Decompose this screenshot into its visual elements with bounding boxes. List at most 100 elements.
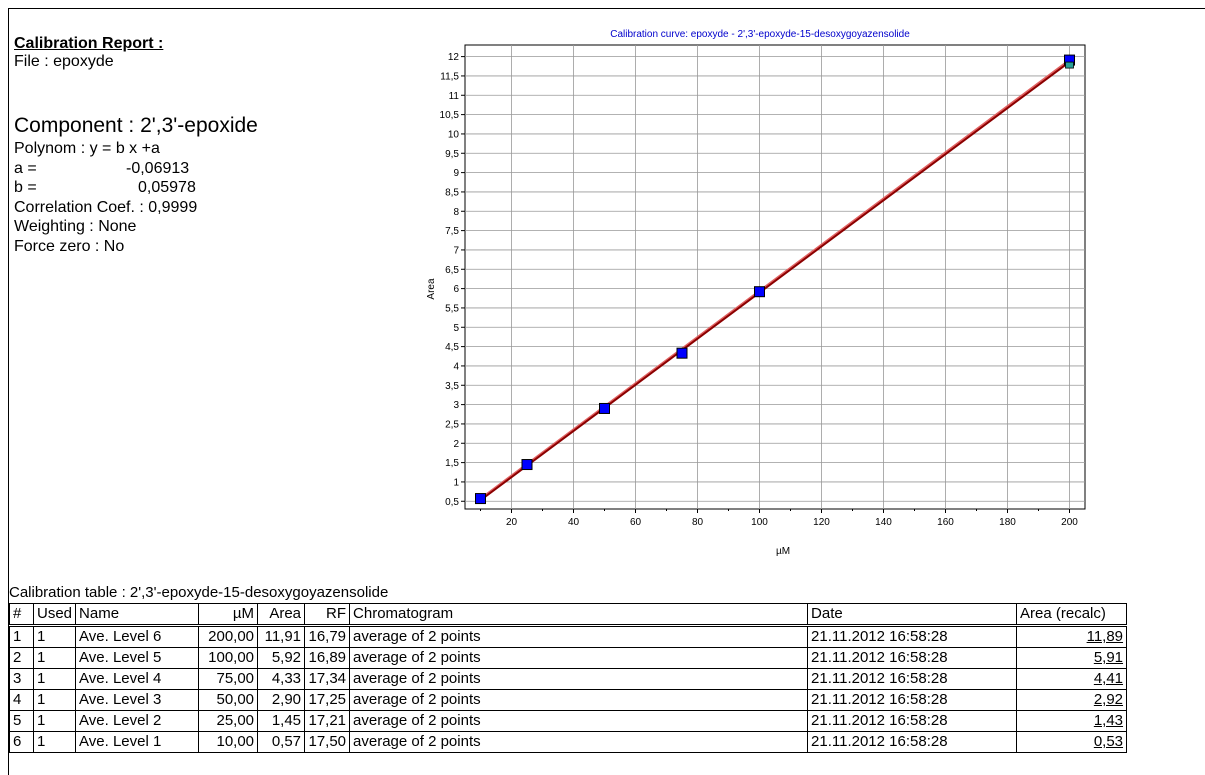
a-label: a = xyxy=(14,159,37,177)
row-chromatogram: average of 2 points xyxy=(349,689,809,711)
x-tick-label: 180 xyxy=(999,517,1016,528)
row-rf: 17,50 xyxy=(304,731,351,753)
weighting-row: Weighting : None xyxy=(14,217,197,237)
y-tick-label: 7 xyxy=(453,245,459,256)
row-area: 1,45 xyxy=(257,710,306,732)
row-chromatogram: average of 2 points xyxy=(349,731,809,753)
y-tick-label: 8 xyxy=(453,207,459,218)
row-rf: 17,25 xyxy=(304,689,351,711)
y-tick-label: 4,5 xyxy=(445,342,459,353)
row-number: 1 xyxy=(9,624,34,648)
x-tick-label: 40 xyxy=(568,517,580,528)
row-chromatogram: average of 2 points xyxy=(349,668,809,690)
b-label: b = xyxy=(14,179,37,196)
col-chromatogram: Chromatogram xyxy=(349,603,809,626)
row-um: 10,00 xyxy=(198,731,259,753)
report-header: Calibration Report : File : epoxyde xyxy=(14,35,163,71)
x-tick-label: 200 xyxy=(1061,517,1078,528)
data-point xyxy=(475,493,486,505)
polynom-row: Polynom : y = b x +a xyxy=(14,139,197,159)
row-um: 100,00 xyxy=(198,647,259,669)
row-area-recalc: 5,91 xyxy=(1016,647,1128,669)
data-points xyxy=(475,54,1075,505)
polynom: Polynom : y = b x +a xyxy=(14,140,160,157)
force-zero: Force zero : No xyxy=(14,237,125,255)
row-number: 3 xyxy=(9,668,34,690)
x-axis-label: µM xyxy=(776,546,790,557)
b-row: b = 0,05978 xyxy=(14,178,197,198)
y-tick-label: 11 xyxy=(449,91,460,102)
table-row: 4 1 Ave. Level 3 50,00 2,90 17,25 average of 2… xyxy=(9,689,1128,711)
col-date: Date xyxy=(807,603,1018,626)
row-area: 2,90 xyxy=(257,689,306,711)
correlation: Correlation Coef. : 0,9999 xyxy=(14,198,198,216)
y-tick-label: 9 xyxy=(453,168,459,179)
row-rf: 17,21 xyxy=(304,710,351,732)
y-tick-label: 10,5 xyxy=(440,110,460,121)
fit-line-upper xyxy=(479,56,1075,500)
y-tick-label: 6,5 xyxy=(445,265,459,276)
table-row: 6 1 Ave. Level 1 10,00 0,57 17,50 average of 2… xyxy=(9,731,1128,753)
x-tick-label: 80 xyxy=(692,517,704,528)
report-title: Calibration Report : xyxy=(14,35,164,52)
y-tick-label: 3,5 xyxy=(445,381,459,392)
chart-axes: 20 40 60 80 100 120 140 160 180 2000,511,522,533,… xyxy=(440,52,1079,528)
row-chromatogram: average of 2 points xyxy=(349,647,809,669)
table-row: 2 1 Ave. Level 5 100,00 5,92 16,89 average of … xyxy=(9,647,1128,669)
row-used: 1 xyxy=(32,710,77,732)
row-date: 21.11.2012 16:58:28 xyxy=(807,689,1018,711)
row-date: 21.11.2012 16:58:28 xyxy=(807,624,1018,648)
plot-area xyxy=(464,44,1086,510)
row-area: 4,33 xyxy=(257,668,306,690)
chart-title: Calibration curve: epoxyde - 2',3'-epoxy… xyxy=(610,29,910,40)
row-name: Ave. Level 2 xyxy=(75,710,200,732)
x-tick-label: 120 xyxy=(813,517,830,528)
row-area-recalc: 0,53 xyxy=(1016,731,1128,753)
row-name: Ave. Level 5 xyxy=(75,647,200,669)
col-um: µM xyxy=(198,603,259,626)
x-tick-label: 20 xyxy=(506,517,518,528)
y-tick-label: 9,5 xyxy=(445,149,459,160)
row-name: Ave. Level 4 xyxy=(75,668,200,690)
row-um: 200,00 xyxy=(198,624,259,648)
y-tick-label: 10 xyxy=(448,129,460,140)
row-um: 50,00 xyxy=(198,689,259,711)
row-used: 1 xyxy=(32,689,77,711)
report-file: File : epoxyde xyxy=(14,53,114,70)
x-tick-label: 140 xyxy=(875,517,892,528)
col-area-recalc: Area (recalc) xyxy=(1016,603,1128,626)
y-tick-label: 11,5 xyxy=(440,71,459,82)
row-used: 1 xyxy=(32,647,77,669)
y-tick-label: 3 xyxy=(453,400,459,411)
row-date: 21.11.2012 16:58:28 xyxy=(807,647,1018,669)
row-date: 21.11.2012 16:58:28 xyxy=(807,731,1018,753)
col-area: Area xyxy=(257,603,306,626)
row-date: 21.11.2012 16:58:28 xyxy=(807,668,1018,690)
y-tick-label: 1 xyxy=(453,477,459,488)
component-name: Component : 2',3'-epoxide xyxy=(14,114,258,137)
table-caption: Calibration table : 2',3'-epoxyde-15-des… xyxy=(9,584,389,601)
y-tick-label: 2 xyxy=(453,439,459,450)
col-rf: RF xyxy=(304,603,351,626)
data-point xyxy=(676,347,688,359)
row-date: 21.11.2012 16:58:28 xyxy=(807,710,1018,732)
row-number: 5 xyxy=(9,710,34,732)
row-area-recalc: 11,89 xyxy=(1016,624,1128,648)
calibration-table: # Used Name µM Area RF Chromatogram Date… xyxy=(9,603,1128,753)
col-number: # xyxy=(9,603,34,626)
correlation-row: Correlation Coef. : 0,9999 xyxy=(14,198,197,218)
fit-line-main xyxy=(479,58,1075,501)
row-name: Ave. Level 3 xyxy=(75,689,200,711)
report-frame xyxy=(8,8,1205,775)
fit-line xyxy=(479,56,1075,501)
calibration-parameters: Polynom : y = b x +a a = -0,06913 b = 0,… xyxy=(14,139,197,256)
data-point xyxy=(754,286,765,298)
col-name: Name xyxy=(75,603,200,626)
table-header-row: # Used Name µM Area RF Chromatogram Date… xyxy=(9,603,1128,626)
row-number: 4 xyxy=(9,689,34,711)
row-number: 2 xyxy=(9,647,34,669)
chart-grid xyxy=(464,44,1086,510)
row-name: Ave. Level 1 xyxy=(75,731,200,753)
row-area: 5,92 xyxy=(257,647,306,669)
row-area-recalc: 2,92 xyxy=(1016,689,1128,711)
